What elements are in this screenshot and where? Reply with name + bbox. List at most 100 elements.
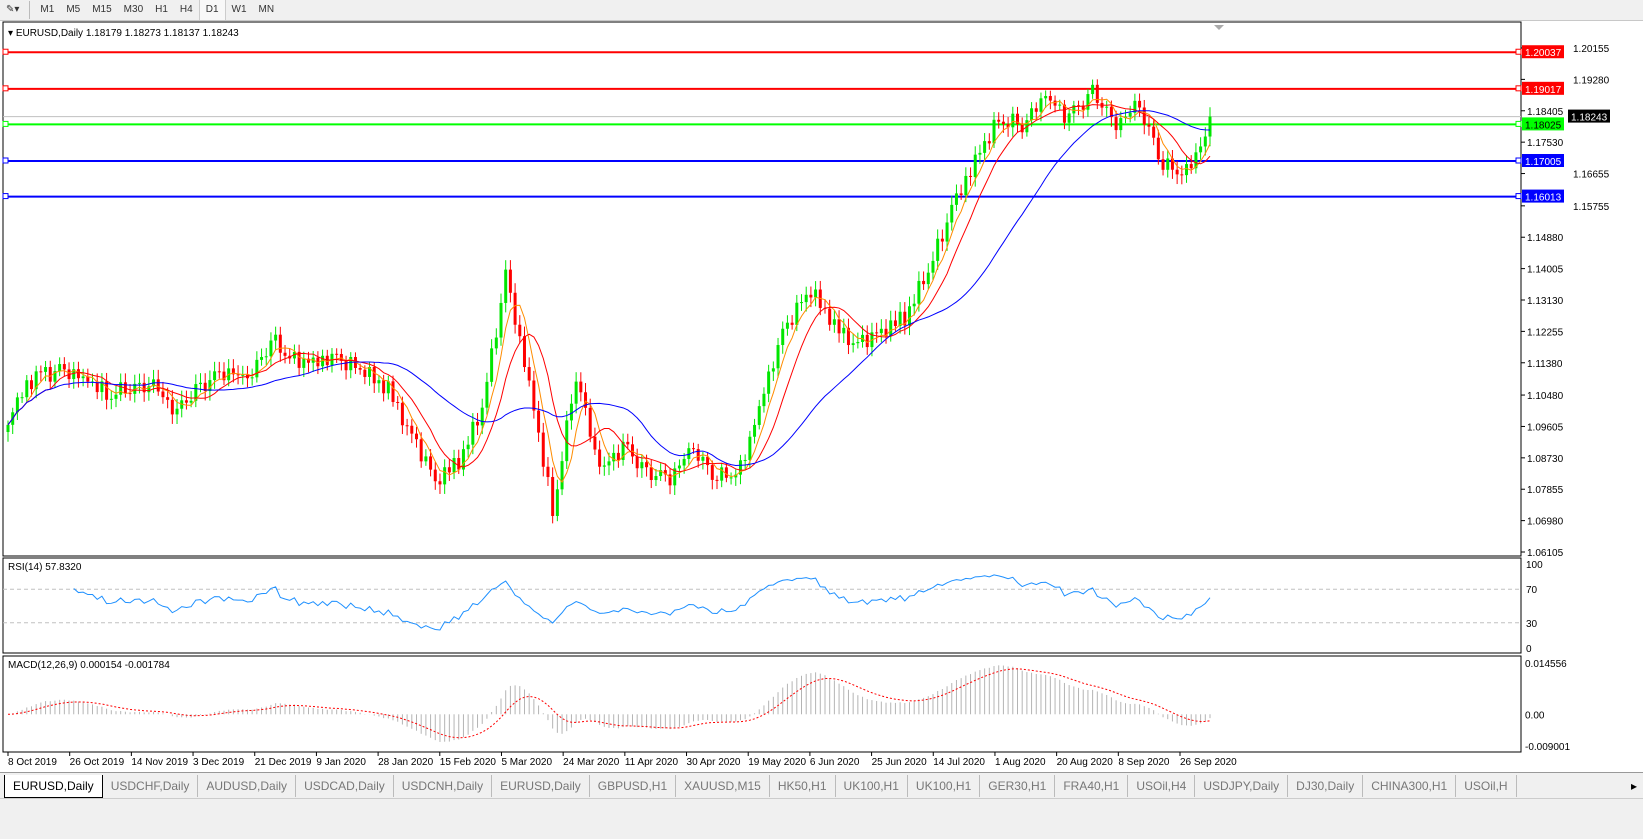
bull-candle [738,460,742,475]
timeframe-buttons: M1 M5 M15 M30 H1 H4 D1 W1 MN [34,0,280,20]
bear-candle [508,269,512,293]
timeframe-w1[interactable]: W1 [231,4,247,15]
bull-candle [771,368,775,372]
chart-tab[interactable]: GER30,H1 [980,775,1056,797]
bear-candle [372,366,376,384]
bull-candle [490,348,494,382]
chart-tab[interactable]: UK100,H1 [836,775,908,797]
price-tick-label: 1.15755 [1573,202,1610,213]
bear-candle [663,470,667,475]
bear-candle [297,351,301,368]
bear-candle [865,334,869,348]
chart-tab[interactable]: XAUUSD,M15 [676,775,770,797]
bull-candle [569,403,573,421]
timeframe-m15[interactable]: M15 [92,4,112,15]
bear-candle [987,141,991,144]
bull-candle [687,448,691,459]
bear-candle [429,456,433,470]
bull-candle [757,406,761,425]
chart-tab[interactable]: USDCNH,Daily [394,775,493,797]
bear-candle [584,392,588,408]
chart-tab[interactable]: AUDUSD,Daily [198,775,297,797]
bear-candle [598,449,602,467]
macd-label: MACD(12,26,9) 0.000154 -0.001784 [8,660,170,671]
price-label-bg [1522,153,1564,167]
bull-candle [241,374,245,376]
bear-candle [1062,104,1066,123]
bear-candle [537,410,541,433]
bear-candle [875,332,879,334]
chart-tab[interactable]: HK50,H1 [770,775,836,797]
bull-candle [983,141,987,153]
chart-tab[interactable]: USDCAD,Daily [296,775,394,797]
toolbar-separator [29,1,31,19]
price-tick-label: 1.14880 [1527,233,1564,244]
drawing-tools-icon[interactable]: ✎▾ [6,4,20,15]
bull-candle [753,424,757,437]
collapse-triangle-icon[interactable]: ▾ [8,28,16,39]
bull-candle [682,458,686,466]
timeframe-d1[interactable]: D1 [198,0,226,20]
bull-candle [1030,108,1034,121]
bull-candle [199,382,203,385]
bear-candle [283,352,287,356]
bear-candle [166,397,170,400]
chart-tab[interactable]: CHINA300,H1 [1363,775,1457,797]
timeframe-m5[interactable]: M5 [66,4,81,15]
line-handle [1515,157,1522,164]
price-label: 1.19017 [1525,85,1562,96]
bull-candle [1119,118,1123,131]
date-tick-label: 26 Oct 2019 [70,757,125,768]
bear-candle [546,466,550,478]
horizontal-lines [2,48,1522,200]
bull-candle [100,381,104,393]
rsi-tick-label: 0 [1526,644,1532,655]
timeframe-h4[interactable]: H4 [179,4,193,15]
bear-candle [903,311,907,326]
bear-candle [969,175,973,177]
chart-tab[interactable]: UK100,H1 [908,775,981,797]
timeframe-h1[interactable]: H1 [155,4,168,15]
chart-tab[interactable]: USDJPY,Daily [1195,775,1289,797]
bear-candle [1006,124,1010,128]
bull-candle [466,444,470,450]
bear-candle [696,449,700,461]
bear-candle [433,469,437,482]
bull-candle [621,441,625,460]
chart-tab[interactable]: FRA40,H1 [1055,775,1129,797]
rsi-tick-label: 30 [1526,619,1538,630]
bear-candle [222,371,226,381]
timeframe-mn[interactable]: MN [258,4,275,15]
line-handle [2,85,9,92]
price-tick-label: 1.19280 [1573,75,1610,86]
bear-candle [1114,117,1118,131]
bull-candle [743,459,747,461]
chart-tab[interactable]: DJ30,Daily [1288,775,1364,797]
bear-candle [541,432,545,467]
bull-candle [292,351,296,359]
macd-signal-line [7,668,1211,739]
bear-candle [724,467,728,478]
timeframe-m30[interactable]: M30 [123,4,144,15]
price-tick-label: 1.06105 [1527,548,1564,559]
axes: 100 70 30 0 0.014556 0.00 -0.009001 8 Oct 2019 2… [7,47,1570,768]
price-tick-label: 1.07855 [1527,485,1564,496]
chart-window[interactable]: 100 70 30 0 0.014556 0.00 -0.009001 8 Oct 2019 2… [0,0,1643,772]
bull-candle [424,456,428,462]
tab-scroll-right-icon[interactable]: ▸ [1630,779,1637,793]
bull-candle [640,462,644,469]
chart-tab[interactable]: EURUSD,Daily [492,775,590,797]
bear-candle [142,382,146,393]
bear-candle [1156,137,1160,160]
chart-tab[interactable]: GBPUSD,H1 [590,775,677,797]
chart-tab[interactable]: USDCHF,Daily [103,775,199,797]
timeframe-m1[interactable]: M1 [40,4,55,15]
chart-tab[interactable]: USOil,H4 [1128,775,1196,797]
price-tick-label: 1.11380 [1527,359,1563,370]
price-label: 1.18025 [1525,120,1562,131]
bear-candle [593,436,597,450]
bear-candle [1180,174,1184,176]
chart-tab[interactable]: EURUSD,Daily [4,774,103,798]
chart-tab[interactable]: USOil,H [1456,775,1517,797]
bear-candle [400,402,404,426]
